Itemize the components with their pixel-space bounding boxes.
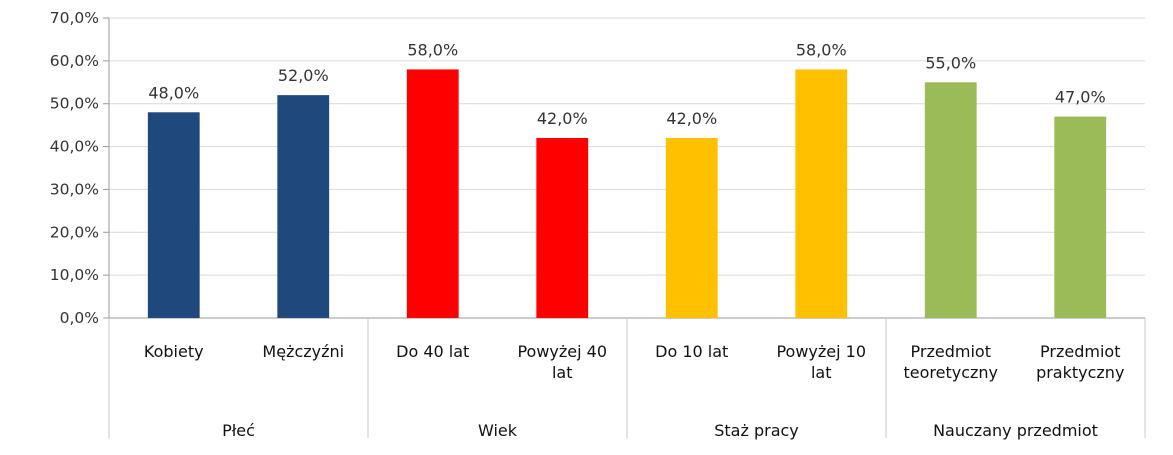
category-label: Przedmiot teoretyczny <box>903 342 998 382</box>
data-label: 47,0% <box>1055 88 1106 107</box>
category-label: Powyżej 40 lat <box>517 342 607 382</box>
bars <box>147 69 1107 319</box>
category-label: Do 40 lat <box>396 342 469 361</box>
data-label: 42,0% <box>666 109 717 128</box>
y-tick-label: 50,0% <box>50 95 99 113</box>
data-label: 55,0% <box>925 53 976 72</box>
bar <box>924 82 977 319</box>
group-label: Płeć <box>222 421 255 440</box>
y-tick-label: 70,0% <box>50 9 99 27</box>
x-axis: Kobiety Mężczyźni Do 40 lat Powyżej 40 lat Do… <box>108 318 1146 440</box>
group-label: Nauczany przedmiot <box>933 421 1098 440</box>
y-tick-label: 10,0% <box>50 266 99 284</box>
group-label: Wiek <box>478 421 518 440</box>
bar <box>277 95 330 319</box>
bar <box>665 138 718 318</box>
category-label: Przedmiot praktyczny <box>1036 342 1124 382</box>
data-label: 58,0% <box>796 40 847 59</box>
data-label: 52,0% <box>278 66 329 85</box>
grid-lines <box>109 17 1145 319</box>
bar <box>1054 116 1107 318</box>
data-label: 48,0% <box>148 83 199 102</box>
group-label: Staż pracy <box>714 421 799 440</box>
bar <box>406 69 459 318</box>
y-tick-label: 60,0% <box>50 52 99 70</box>
y-tick-label: 40,0% <box>50 138 99 156</box>
bar <box>147 112 200 319</box>
category-label: Kobiety <box>144 342 204 361</box>
data-labels: 48,0% 52,0% 58,0% 42,0% 42,0% 58,0% 55,0% 47,0% <box>148 40 1105 128</box>
y-axis-ticks: 0,0% 10,0% 20,0% 30,0% 40,0% 50,0% 60,0% 70,0% <box>50 9 110 327</box>
data-label: 42,0% <box>537 109 588 128</box>
data-label: 58,0% <box>407 40 458 59</box>
bar <box>536 138 589 318</box>
y-tick-label: 30,0% <box>50 180 99 198</box>
y-tick-label: 20,0% <box>50 223 99 241</box>
category-label: Mężczyźni <box>262 342 344 361</box>
bar <box>795 69 848 318</box>
y-tick-label: 0,0% <box>60 309 99 327</box>
category-label: Powyżej 10 lat <box>776 342 866 382</box>
category-label: Do 10 lat <box>655 342 728 361</box>
